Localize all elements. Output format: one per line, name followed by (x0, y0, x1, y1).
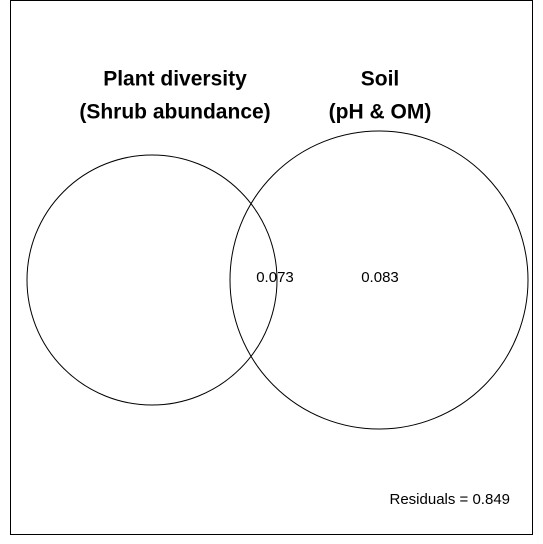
set-circle (229, 130, 529, 430)
set-title: Plant diversity (103, 68, 247, 91)
set-title: Soil (361, 68, 400, 91)
region-value: 0.073 (256, 269, 294, 286)
region-value: 0.083 (361, 269, 399, 286)
frame (10, 0, 533, 535)
set-subtitle: (pH & OM) (329, 101, 432, 124)
set-subtitle: (Shrub abundance) (79, 101, 270, 124)
set-circle (26, 154, 278, 406)
residuals: Residuals = 0.849 (390, 491, 511, 508)
